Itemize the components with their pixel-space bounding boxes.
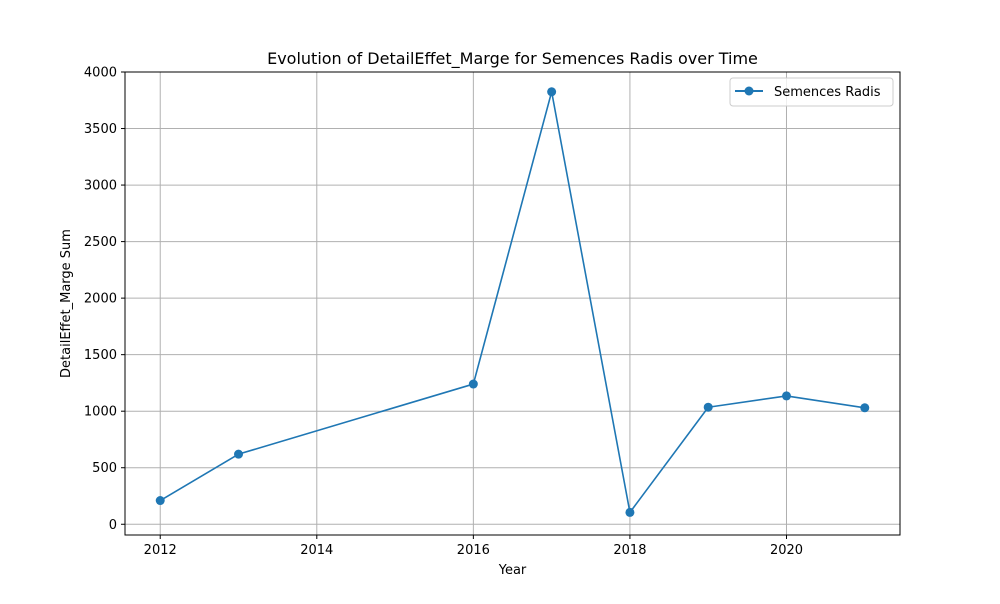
series-line [159, 90, 865, 514]
data-point [860, 403, 870, 413]
y-tick-label: 0 [109, 518, 117, 533]
x-axis-label: Year [498, 563, 527, 578]
y-axis-label: DetailEffet_Marge Sum [59, 229, 74, 378]
legend-box [729, 77, 894, 107]
y-tick-label: 2500 [84, 235, 117, 250]
chart-title: Evolution of DetailEffet_Marge for Semen… [267, 49, 758, 69]
x-tick-label: 2020 [770, 543, 803, 558]
y-tick-label: 2000 [84, 292, 117, 307]
data-point [234, 449, 244, 459]
y-tick-label: 500 [92, 461, 117, 476]
x-tick-label: 2016 [457, 543, 490, 558]
data-point [547, 87, 557, 97]
data-point [625, 507, 635, 517]
y-tick-label: 3500 [84, 122, 117, 137]
y-tick-label: 1000 [84, 405, 117, 420]
x-tick-label: 2014 [300, 543, 333, 558]
series-markers [155, 87, 870, 517]
y-tick-label: 1500 [84, 348, 117, 363]
x-tick-label: 2012 [144, 543, 177, 558]
plot-area-frame [124, 71, 901, 536]
series-lines [159, 90, 865, 514]
legend-entry-semences-radis: Semences Radis [774, 85, 881, 100]
data-point [781, 391, 791, 401]
data-point [155, 496, 165, 506]
data-point [468, 379, 478, 389]
data-point [703, 402, 713, 412]
y-tick-label: 3000 [84, 179, 117, 194]
legend: Semences Radis [729, 77, 894, 107]
y-tick-label: 4000 [84, 66, 117, 81]
axis-ticks: 2012 2014 2016 2018 2020 0 500 1000 1500 2000 2500… [84, 66, 803, 559]
x-tick-label: 2018 [613, 543, 646, 558]
legend-marker-swatch [744, 86, 754, 96]
